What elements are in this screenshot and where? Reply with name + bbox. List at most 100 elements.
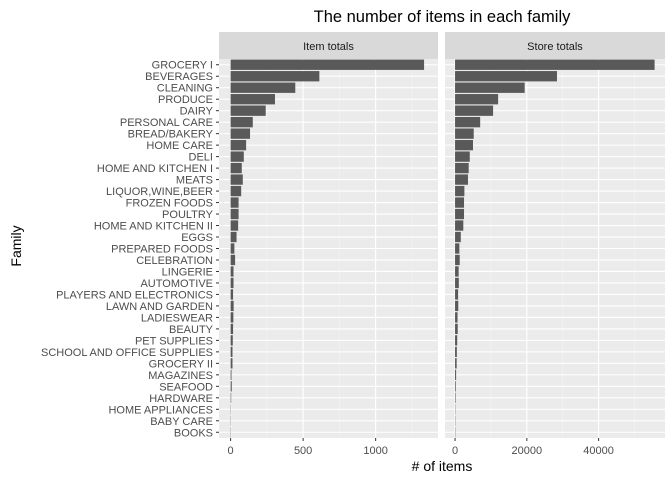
bar	[230, 116, 253, 128]
bar	[230, 71, 320, 82]
bar	[230, 151, 244, 162]
bar	[230, 392, 232, 403]
bar	[230, 243, 235, 254]
bar	[230, 358, 233, 369]
x-tick-label: 0	[452, 445, 458, 457]
x-tick-label: 40000	[583, 445, 614, 457]
category-label: GROCERY I	[152, 60, 213, 72]
panel-strip	[219, 32, 438, 59]
bar	[230, 335, 233, 346]
bar	[230, 300, 234, 312]
x-tick-label: 20000	[512, 445, 543, 457]
bar	[230, 323, 234, 335]
x-tick-label: 1000	[363, 445, 387, 457]
category-label: AUTOMOTIVE	[140, 278, 213, 290]
bar	[455, 266, 459, 277]
bar	[455, 82, 525, 93]
bar	[455, 71, 557, 82]
category-label: DELI	[189, 152, 213, 164]
bar	[230, 312, 234, 323]
bar	[230, 94, 275, 105]
bar	[455, 254, 460, 266]
bar	[455, 312, 458, 323]
bar	[230, 162, 242, 174]
category-label: LAWN AND GARDEN	[106, 301, 213, 313]
category-label: LIQUOR,WINE,BEER	[106, 186, 213, 198]
bar	[230, 82, 296, 93]
bar	[455, 162, 469, 174]
bar	[230, 381, 232, 392]
bar	[455, 197, 465, 208]
bar	[230, 289, 234, 300]
category-label: SCHOOL AND OFFICE SUPPLIES	[41, 347, 213, 359]
panel-strip-label: Item totals	[303, 41, 354, 53]
category-label: LINGERIE	[162, 266, 213, 278]
bar	[230, 369, 232, 381]
bar	[230, 266, 234, 277]
category-label: BOOKS	[174, 427, 213, 439]
category-label: CLEANING	[157, 83, 213, 95]
bar	[455, 151, 470, 162]
bar	[455, 300, 459, 312]
x-axis-label: # of items	[412, 458, 473, 474]
panel-2: Store totals 0 20000 40000	[445, 32, 665, 457]
category-label: GROCERY II	[149, 358, 213, 370]
category-label: PERSONAL CARE	[120, 117, 213, 129]
bar	[455, 208, 465, 220]
category-label: BREAD/BAKERY	[128, 129, 214, 141]
bar	[455, 277, 459, 289]
category-label: PET SUPPLIES	[135, 335, 213, 347]
bar	[455, 358, 457, 369]
bar	[230, 346, 233, 358]
bar	[455, 116, 481, 128]
bar	[455, 220, 464, 231]
category-label: BEVERAGES	[145, 71, 213, 83]
bar	[230, 208, 239, 220]
bar	[230, 254, 236, 266]
category-label: BABY CARE	[150, 416, 213, 428]
bar	[455, 105, 494, 116]
bar	[455, 59, 655, 70]
bar	[455, 231, 461, 243]
bar	[455, 335, 458, 346]
category-label: HARDWARE	[149, 393, 213, 405]
category-label: PREPARED FOODS	[111, 244, 213, 256]
category-label: EGGS	[181, 232, 213, 244]
bar	[230, 277, 234, 289]
bar	[455, 243, 460, 254]
category-label: CELEBRATION	[136, 255, 213, 267]
bar	[230, 59, 425, 70]
bar	[455, 185, 465, 197]
category-label: BEAUTY	[169, 324, 214, 336]
bar	[230, 105, 266, 116]
category-label: POULTRY	[162, 209, 214, 221]
category-label: SEAFOOD	[159, 381, 213, 393]
category-label: PRODUCE	[158, 94, 213, 106]
bar	[230, 220, 239, 231]
bar	[455, 381, 456, 392]
bar	[455, 139, 473, 151]
category-label: DAIRY	[180, 106, 214, 118]
category-label: MEATS	[176, 175, 213, 187]
bar	[455, 128, 474, 139]
bar	[230, 197, 239, 208]
chart-title: The number of items in each family	[314, 8, 572, 26]
category-label: HOME AND KITCHEN I	[97, 163, 213, 175]
category-label: LADIESWEAR	[141, 312, 213, 324]
panel-strip	[445, 32, 665, 59]
bar	[230, 139, 247, 151]
bar	[455, 323, 458, 335]
bar	[455, 289, 459, 300]
bar	[455, 392, 456, 403]
panel-strip-label: Store totals	[527, 41, 583, 53]
bar	[455, 346, 457, 358]
category-label: HOME AND KITCHEN II	[94, 221, 213, 233]
panel-1: Item totals 0 500 1000	[219, 32, 438, 457]
category-label: MAGAZINES	[148, 370, 213, 382]
bar	[455, 174, 468, 185]
bar	[455, 94, 499, 105]
x-tick-label: 0	[228, 445, 234, 457]
y-axis-label: Family	[8, 225, 24, 266]
category-label: HOME APPLIANCES	[108, 404, 213, 416]
